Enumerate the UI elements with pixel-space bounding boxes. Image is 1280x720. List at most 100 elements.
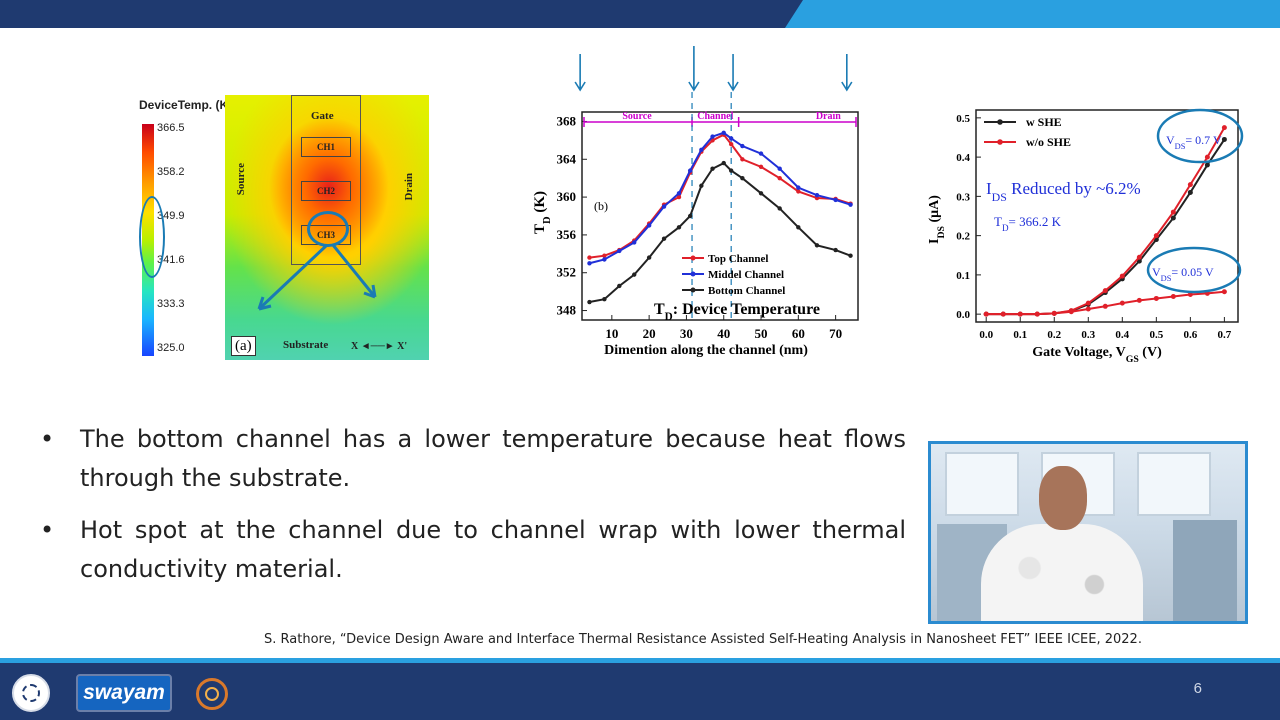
footer-bar: swayam 6 — [0, 658, 1280, 720]
institute-logo-icon — [12, 674, 50, 712]
data-point — [1153, 295, 1159, 301]
y-axis-label: IDS (μA) — [927, 195, 947, 244]
ids-vgs-chart: 0.0 0.1 0.2 0.3 0.4 0.5 0.6 0.7 0.0 0.1 0.2 0.3 0.4 0… — [927, 108, 1244, 365]
data-point — [602, 297, 607, 302]
y-tick-label: 0.2 — [956, 231, 970, 243]
bullet-item: • Hot spot at the channel due to channel… — [38, 511, 906, 589]
data-point — [1170, 215, 1176, 221]
data-point — [1204, 162, 1210, 168]
colorbar-title: DeviceTemp. (K) — [139, 98, 233, 112]
y-tick-label: 360 — [557, 189, 577, 204]
y-tick-label: 352 — [557, 265, 577, 280]
data-point — [1034, 311, 1040, 317]
data-point — [758, 151, 764, 156]
down-arrow-icon — [727, 54, 739, 92]
footer-accent — [0, 658, 1280, 663]
heat-flow-annotation — [307, 211, 349, 247]
data-point — [587, 261, 592, 266]
data-point — [777, 175, 782, 181]
y-axis-label: TD (K) — [532, 191, 553, 234]
data-point — [983, 311, 989, 317]
presenter-video — [928, 441, 1248, 624]
annotation-temperature: TD= 366.2 K — [994, 214, 1062, 233]
legend-marker — [997, 139, 1003, 145]
data-point — [740, 143, 745, 149]
gate-region — [291, 95, 361, 265]
y-tick-label: 0.4 — [956, 152, 970, 164]
highlight-ellipse — [139, 196, 165, 278]
temperature-profile-chart: 10 20 30 40 50 60 70 348 352 356 360 364 368 Dimentio… — [532, 46, 859, 358]
panel-label-b: (b) — [594, 199, 608, 213]
data-point — [814, 193, 820, 198]
x-tick-label: 0.6 — [1183, 329, 1197, 341]
nptel-logo-icon — [196, 678, 228, 710]
data-point — [1085, 300, 1091, 306]
data-point — [1136, 297, 1142, 303]
data-point — [721, 130, 726, 135]
heat-map: Gate Source Drain CH1 CH2 CH3 Substrate … — [225, 95, 429, 360]
video-window — [945, 452, 1019, 516]
data-point — [602, 253, 607, 258]
x-tick-label: 0.7 — [1218, 329, 1232, 341]
panel-label-a: (a) — [231, 336, 256, 356]
data-point — [833, 197, 838, 203]
data-point — [617, 283, 622, 289]
legend-label: Middel Channel — [708, 269, 784, 281]
colorbar-tick: 333.3 — [157, 298, 185, 310]
data-point — [617, 248, 622, 254]
data-point — [699, 147, 704, 153]
data-point — [587, 299, 592, 305]
data-point — [710, 166, 715, 171]
x-tick-label: 0.2 — [1047, 329, 1061, 341]
data-point — [758, 191, 764, 196]
citation: S. Rathore, “Device Design Aware and Int… — [264, 632, 1142, 647]
data-point — [848, 253, 853, 258]
data-point — [1000, 311, 1006, 317]
region-label: Channel — [697, 111, 733, 122]
legend-marker — [690, 287, 696, 293]
legend-label: Bottom Channel — [708, 285, 785, 297]
presenter-head — [1039, 466, 1087, 530]
y-tick-label: 0.5 — [956, 113, 970, 125]
bullet-dot: • — [40, 516, 55, 544]
x-axis-label: Dimention along the channel (nm) — [604, 343, 808, 358]
data-point — [587, 255, 592, 260]
data-point — [848, 202, 853, 207]
axis-label: X ◄──► X' — [351, 341, 408, 352]
x-tick-label: 0.3 — [1081, 329, 1095, 341]
data-point — [728, 168, 734, 173]
data-point — [1187, 292, 1193, 298]
colorbar-tick: 349.9 — [157, 210, 185, 222]
x-tick-label: 0.4 — [1115, 329, 1129, 341]
y-tick-label: 0.3 — [956, 191, 970, 203]
colorbar-tick: 358.2 — [157, 166, 185, 178]
data-point — [777, 166, 782, 171]
data-point — [1068, 309, 1074, 315]
heat-flow-arrows — [257, 243, 377, 311]
data-point — [740, 157, 745, 162]
colorbar-tick: 366.5 — [157, 122, 185, 134]
data-point — [687, 168, 693, 173]
plot-frame — [975, 109, 1239, 323]
bullet-text: The bottom channel has a lower temperatu… — [80, 425, 906, 492]
data-point — [661, 236, 667, 241]
page-number: 6 — [1193, 680, 1202, 697]
data-point — [1153, 233, 1159, 239]
legend-marker — [690, 255, 696, 261]
plot-frame — [581, 111, 859, 321]
annotation-device-temperature: TD: Device Temperature — [654, 301, 820, 323]
series-line — [589, 161, 851, 304]
data-point — [1221, 125, 1227, 131]
data-point — [814, 243, 820, 248]
y-tick-label: 0.0 — [956, 309, 970, 321]
data-point — [1102, 288, 1108, 294]
annotation-ids-reduced: IDS Reduced by ~6.2% — [986, 179, 1141, 204]
bullet-dot: • — [40, 425, 55, 453]
video-window — [1137, 452, 1211, 516]
data-point — [632, 272, 637, 277]
bullet-text: Hot spot at the channel due to channel w… — [80, 516, 906, 583]
channel-2: CH2 — [301, 181, 351, 201]
data-point — [1187, 189, 1193, 195]
data-point — [758, 164, 764, 170]
substrate-label: Substrate — [283, 339, 329, 351]
